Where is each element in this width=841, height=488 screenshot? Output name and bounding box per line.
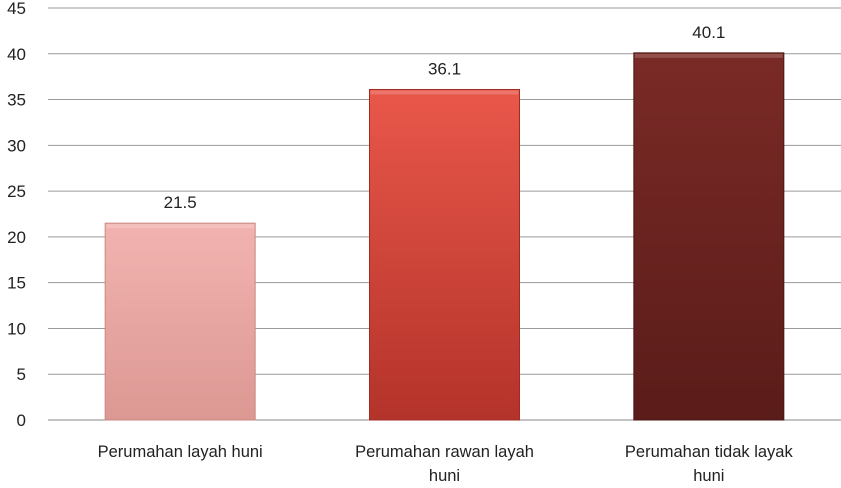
y-tick-label: 10 (7, 319, 26, 338)
y-tick-label: 25 (7, 182, 26, 201)
category-label: Perumahan layah huni (98, 443, 263, 461)
bar-2 (369, 88, 520, 421)
y-tick-label: 45 (7, 0, 26, 18)
category-label: Perumahan tidak layak (625, 443, 794, 461)
category-label: huni (693, 467, 724, 485)
category-label: Perumahan rawan layah (355, 443, 534, 461)
y-tick-label: 30 (7, 136, 26, 155)
y-tick-label: 40 (7, 45, 26, 64)
bar-highlight (106, 224, 255, 229)
labels: 0 5 10 15 20 25 30 35 40 45 21.5 Perumahan layah hu… (7, 0, 793, 485)
y-tick-label: 5 (17, 365, 26, 384)
y-tick-label: 20 (7, 228, 26, 247)
data-label-2: 36.1 (428, 59, 461, 78)
category-label: huni (429, 467, 460, 485)
bar-1 (104, 222, 256, 421)
bar-highlight (634, 53, 783, 58)
y-tick-label: 35 (7, 91, 26, 110)
data-label-1: 21.5 (164, 193, 197, 212)
bars (104, 52, 785, 421)
bar-highlight (370, 90, 519, 95)
y-tick-label: 15 (7, 274, 26, 293)
y-tick-label: 0 (17, 411, 26, 430)
bar-3 (633, 52, 785, 421)
data-label-3: 40.1 (692, 23, 725, 42)
